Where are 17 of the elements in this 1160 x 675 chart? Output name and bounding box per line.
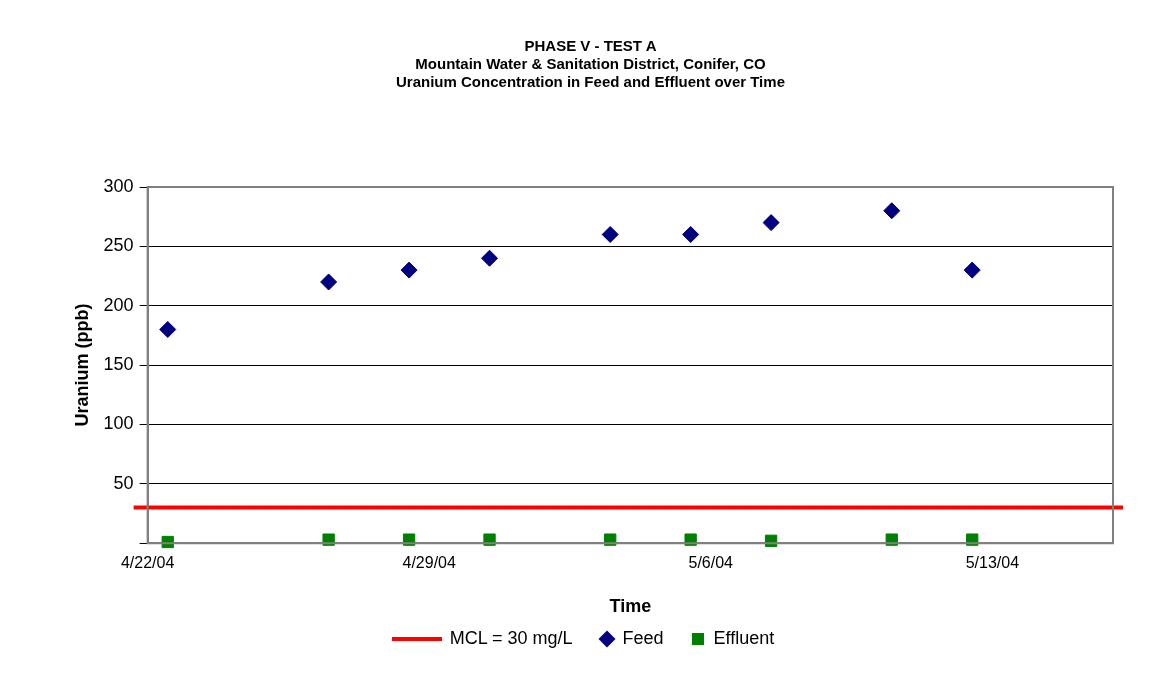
x-tick-label: 5/6/04	[688, 554, 734, 572]
y-tick-label: 250	[103, 235, 134, 256]
y-axis-title: Uranium (ppb)	[71, 303, 92, 427]
legend-label: Effluent	[713, 628, 775, 649]
x-tick-label: 4/22/04	[120, 554, 175, 572]
x-tick-label: 5/13/04	[965, 554, 1020, 572]
legend-label: MCL = 30 mg/L	[449, 628, 573, 649]
x-tick-label: 4/29/04	[402, 554, 456, 572]
y-tick-label: 50	[113, 472, 134, 493]
chart-subtitle: Mountain Water & Sanitation District, Conifer, CO Uranium Concentration in Feed and Effluent over Time	[396, 55, 785, 91]
chart-title: PHASE V - TEST A	[524, 37, 657, 55]
y-tick-label: 100	[103, 413, 134, 434]
y-tick-label: 200	[103, 294, 134, 315]
legend-label: Feed	[622, 628, 664, 649]
y-tick-label: 150	[103, 354, 134, 375]
x-axis-title: Time	[609, 596, 652, 617]
y-tick-label: 300	[103, 175, 134, 196]
